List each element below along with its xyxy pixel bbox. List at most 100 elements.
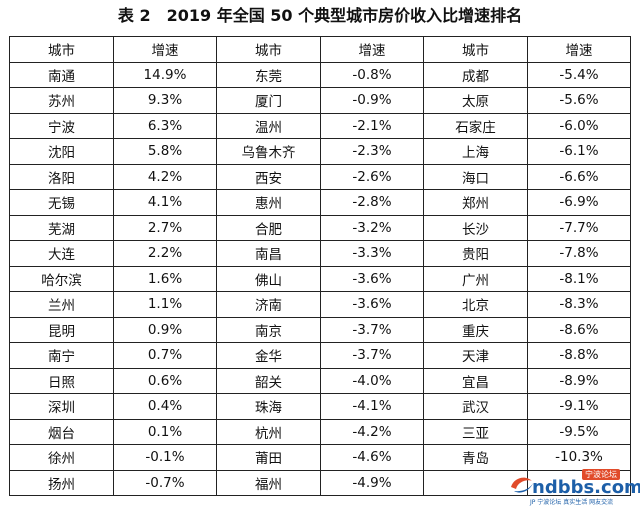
- table-row: 宁波 6.3% 温州 -2.1% 石家庄 -6.0%: [9, 112, 631, 139]
- growth-cell: 0.6%: [113, 367, 217, 394]
- growth-cell: -2.8%: [320, 189, 424, 216]
- growth-cell: 5.8%: [113, 138, 217, 165]
- city-cell: 南京: [216, 316, 321, 343]
- growth-cell: -5.4%: [527, 61, 631, 88]
- table-row: 南宁 0.7% 金华 -3.7% 天津 -8.8%: [9, 342, 631, 369]
- growth-cell: -4.2%: [320, 418, 424, 445]
- city-cell: 北京: [423, 291, 528, 318]
- growth-cell: -2.1%: [320, 112, 424, 139]
- growth-cell: -8.8%: [527, 342, 631, 369]
- watermark-text: ndbbs.com: [532, 477, 640, 498]
- city-cell: 莆田: [216, 444, 321, 471]
- table-row: 无锡 4.1% 惠州 -2.8% 郑州 -6.9%: [9, 189, 631, 216]
- city-cell: 宁波: [9, 112, 114, 139]
- header-row: 城市 增速 城市 增速 城市 增速: [9, 36, 631, 63]
- city-cell: 青岛: [423, 444, 528, 471]
- city-cell: 广州: [423, 265, 528, 292]
- city-cell: 佛山: [216, 265, 321, 292]
- city-cell: 韶关: [216, 367, 321, 394]
- table-row: 兰州 1.1% 济南 -3.6% 北京 -8.3%: [9, 291, 631, 318]
- growth-cell: -5.6%: [527, 87, 631, 114]
- header-cell-city: 城市: [9, 36, 114, 63]
- city-cell: 武汉: [423, 393, 528, 420]
- site-watermark: 宁波论坛 ndbbs.com JP 宁波论坛 真实生活 网友交流: [508, 469, 640, 506]
- growth-cell: -3.7%: [320, 342, 424, 369]
- growth-cell: -8.6%: [527, 316, 631, 343]
- city-cell: 石家庄: [423, 112, 528, 139]
- watermark-logo-icon: [511, 477, 533, 493]
- growth-cell: 9.3%: [113, 87, 217, 114]
- city-cell: 苏州: [9, 87, 114, 114]
- city-cell: 乌鲁木齐: [216, 138, 321, 165]
- growth-cell: [527, 469, 631, 496]
- growth-cell: -6.0%: [527, 112, 631, 139]
- city-cell: 杭州: [216, 418, 321, 445]
- city-cell: 厦门: [216, 87, 321, 114]
- header-cell-city: 城市: [423, 36, 528, 63]
- table-row: 哈尔滨 1.6% 佛山 -3.6% 广州 -8.1%: [9, 265, 631, 292]
- city-cell: 上海: [423, 138, 528, 165]
- city-cell: 大连: [9, 240, 114, 267]
- growth-cell: 0.9%: [113, 316, 217, 343]
- growth-cell: -7.7%: [527, 214, 631, 241]
- table-row: 苏州 9.3% 厦门 -0.9% 太原 -5.6%: [9, 87, 631, 114]
- table-row: 芜湖 2.7% 合肥 -3.2% 长沙 -7.7%: [9, 214, 631, 241]
- table-row: 扬州 -0.7% 福州 -4.9%: [9, 469, 631, 496]
- city-cell: 天津: [423, 342, 528, 369]
- growth-cell: -9.5%: [527, 418, 631, 445]
- city-cell: 东莞: [216, 61, 321, 88]
- city-cell: 无锡: [9, 189, 114, 216]
- city-cell: 济南: [216, 291, 321, 318]
- growth-cell: 4.2%: [113, 163, 217, 190]
- growth-cell: -6.6%: [527, 163, 631, 190]
- growth-cell: -2.6%: [320, 163, 424, 190]
- table-title: 表 2 2019 年全国 50 个典型城市房价收入比增速排名: [117, 6, 523, 25]
- city-cell: 沈阳: [9, 138, 114, 165]
- growth-cell: 0.4%: [113, 393, 217, 420]
- city-cell: 兰州: [9, 291, 114, 318]
- growth-cell: -8.3%: [527, 291, 631, 318]
- table-row: 烟台 0.1% 杭州 -4.2% 三亚 -9.5%: [9, 418, 631, 445]
- growth-cell: -4.0%: [320, 367, 424, 394]
- city-cell: 南昌: [216, 240, 321, 267]
- table-row: 徐州 -0.1% 莆田 -4.6% 青岛 -10.3%: [9, 444, 631, 471]
- watermark-badge: 宁波论坛: [582, 469, 620, 480]
- growth-cell: -6.1%: [527, 138, 631, 165]
- table-row: 日照 0.6% 韶关 -4.0% 宜昌 -8.9%: [9, 367, 631, 394]
- city-cell: 福州: [216, 469, 321, 496]
- growth-cell: -3.3%: [320, 240, 424, 267]
- city-cell: 昆明: [9, 316, 114, 343]
- city-cell: 西安: [216, 163, 321, 190]
- growth-cell: -6.9%: [527, 189, 631, 216]
- city-cell: 洛阳: [9, 163, 114, 190]
- growth-cell: -9.1%: [527, 393, 631, 420]
- growth-cell: -8.1%: [527, 265, 631, 292]
- city-cell: 扬州: [9, 469, 114, 496]
- growth-cell: -4.1%: [320, 393, 424, 420]
- city-cell: 南宁: [9, 342, 114, 369]
- growth-cell: 6.3%: [113, 112, 217, 139]
- growth-cell: 4.1%: [113, 189, 217, 216]
- growth-cell: 0.1%: [113, 418, 217, 445]
- city-cell: 烟台: [9, 418, 114, 445]
- growth-cell: -0.9%: [320, 87, 424, 114]
- city-cell: 哈尔滨: [9, 265, 114, 292]
- city-cell: 合肥: [216, 214, 321, 241]
- header-cell-growth: 增速: [320, 36, 424, 63]
- growth-cell: 1.6%: [113, 265, 217, 292]
- header-cell-city: 城市: [216, 36, 321, 63]
- city-cell: 徐州: [9, 444, 114, 471]
- header-cell-growth: 增速: [113, 36, 217, 63]
- city-cell: 金华: [216, 342, 321, 369]
- watermark-subtext: JP 宁波论坛 真实生活 网友交流: [530, 499, 614, 506]
- table-row: 南通 14.9% 东莞 -0.8% 成都 -5.4%: [9, 61, 631, 88]
- growth-cell: 14.9%: [113, 61, 217, 88]
- table-row: 深圳 0.4% 珠海 -4.1% 武汉 -9.1%: [9, 393, 631, 420]
- growth-cell: -3.6%: [320, 265, 424, 292]
- growth-cell: 0.7%: [113, 342, 217, 369]
- city-cell: 重庆: [423, 316, 528, 343]
- city-cell: 深圳: [9, 393, 114, 420]
- city-cell: 贵阳: [423, 240, 528, 267]
- city-cell: 芜湖: [9, 214, 114, 241]
- city-cell: 南通: [9, 61, 114, 88]
